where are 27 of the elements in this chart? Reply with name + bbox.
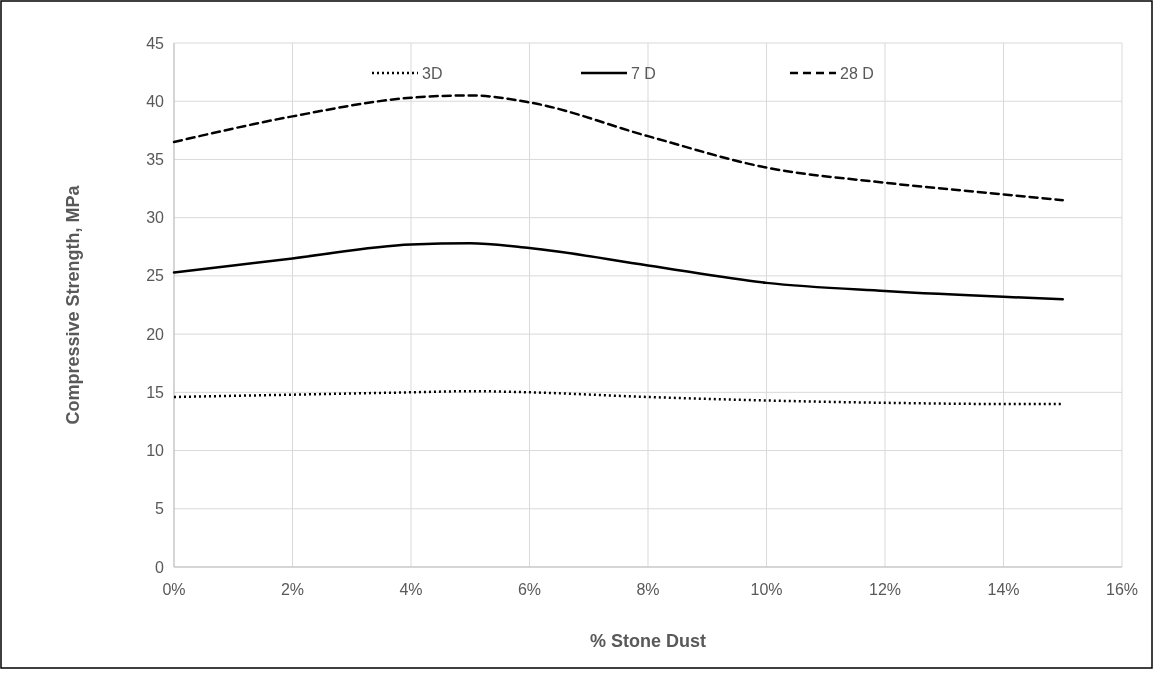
y-axis-title: Compressive Strength, MPa xyxy=(63,184,83,425)
legend-label: 3D xyxy=(422,64,443,82)
y-tick-label: 5 xyxy=(155,500,165,518)
x-tick-label: 6% xyxy=(517,581,542,598)
x-tick-label: 12% xyxy=(868,581,902,598)
x-tick-label: 8% xyxy=(636,581,660,598)
x-tick-label: 0% xyxy=(162,581,186,598)
x-tick-label: 2% xyxy=(280,581,305,598)
x-tick-label: 14% xyxy=(987,581,1020,598)
x-tick-label: 16% xyxy=(1105,581,1139,598)
x-tick-label: 4% xyxy=(399,581,423,598)
line-series xyxy=(172,94,1064,202)
y-tick-label: 20 xyxy=(146,325,165,343)
y-tick-label: 10 xyxy=(146,442,165,460)
y-tick-label: 40 xyxy=(146,92,165,110)
y-tick-label: 45 xyxy=(146,34,165,52)
y-tick-label: 25 xyxy=(146,267,165,285)
y-tick-label: 15 xyxy=(146,383,165,401)
line-series xyxy=(172,389,1064,406)
y-tick-label: 0 xyxy=(155,558,165,576)
x-tick-label: 10% xyxy=(750,581,783,598)
x-axis-title: % Stone Dust xyxy=(589,631,707,651)
line-series xyxy=(172,242,1064,301)
legend-label: 28 D xyxy=(840,64,874,82)
y-tick-label: 30 xyxy=(146,209,165,227)
legend-label: 7 D xyxy=(631,64,656,82)
y-tick-label: 35 xyxy=(146,151,165,169)
